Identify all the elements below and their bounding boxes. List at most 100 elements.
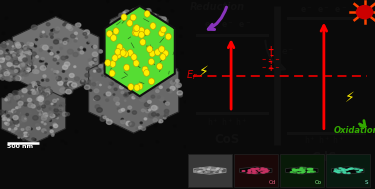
Circle shape <box>14 49 17 51</box>
Circle shape <box>123 48 126 51</box>
Circle shape <box>7 62 12 67</box>
Circle shape <box>48 112 53 115</box>
Circle shape <box>32 83 37 87</box>
Circle shape <box>3 118 5 120</box>
Circle shape <box>51 36 53 38</box>
Circle shape <box>262 172 265 173</box>
Circle shape <box>23 102 28 106</box>
Circle shape <box>23 132 29 137</box>
Circle shape <box>128 52 130 54</box>
Circle shape <box>29 62 33 65</box>
Circle shape <box>54 124 58 128</box>
Circle shape <box>337 172 340 173</box>
Circle shape <box>27 133 31 136</box>
Circle shape <box>148 43 153 47</box>
Circle shape <box>157 33 162 37</box>
Circle shape <box>17 99 21 103</box>
Circle shape <box>30 128 32 130</box>
Circle shape <box>44 94 47 97</box>
Circle shape <box>106 119 109 121</box>
Circle shape <box>118 110 122 113</box>
Circle shape <box>40 66 46 70</box>
Circle shape <box>120 48 126 54</box>
Circle shape <box>359 170 362 171</box>
Circle shape <box>309 168 312 169</box>
Circle shape <box>293 170 296 171</box>
Circle shape <box>300 167 303 168</box>
Circle shape <box>106 120 112 124</box>
Circle shape <box>130 50 132 52</box>
Circle shape <box>348 169 351 170</box>
Circle shape <box>9 51 14 56</box>
Circle shape <box>41 60 44 62</box>
Circle shape <box>165 103 168 105</box>
Circle shape <box>146 9 151 13</box>
Circle shape <box>86 82 91 86</box>
Circle shape <box>11 52 15 55</box>
Circle shape <box>16 76 21 80</box>
Circle shape <box>111 71 115 75</box>
Circle shape <box>123 33 125 34</box>
Circle shape <box>143 67 148 71</box>
Circle shape <box>8 77 13 81</box>
Circle shape <box>24 48 26 50</box>
Circle shape <box>144 24 148 28</box>
Circle shape <box>154 57 156 58</box>
Circle shape <box>160 30 166 34</box>
Circle shape <box>75 38 77 40</box>
Circle shape <box>343 172 346 173</box>
Circle shape <box>28 86 32 89</box>
Circle shape <box>51 113 57 118</box>
Circle shape <box>133 30 139 35</box>
Circle shape <box>136 49 140 51</box>
Circle shape <box>49 108 51 109</box>
Circle shape <box>156 141 158 143</box>
Circle shape <box>110 61 116 67</box>
Circle shape <box>105 62 110 66</box>
Circle shape <box>124 27 128 29</box>
Circle shape <box>15 43 20 46</box>
Circle shape <box>3 58 4 59</box>
Circle shape <box>128 106 132 109</box>
Circle shape <box>258 170 261 171</box>
Circle shape <box>144 103 149 107</box>
Circle shape <box>34 139 36 140</box>
Circle shape <box>28 131 32 133</box>
Circle shape <box>152 22 154 24</box>
Circle shape <box>37 127 40 130</box>
Circle shape <box>159 86 162 88</box>
Circle shape <box>133 60 139 67</box>
Circle shape <box>94 59 97 60</box>
Circle shape <box>109 70 115 77</box>
Circle shape <box>4 111 7 113</box>
Circle shape <box>74 32 77 35</box>
Circle shape <box>44 66 46 68</box>
Circle shape <box>141 82 146 86</box>
Circle shape <box>40 36 42 37</box>
Circle shape <box>25 118 26 119</box>
Circle shape <box>120 19 124 24</box>
Circle shape <box>69 83 74 87</box>
Circle shape <box>122 19 123 21</box>
Circle shape <box>31 66 34 69</box>
Circle shape <box>9 53 13 57</box>
Circle shape <box>98 50 102 53</box>
Text: ⚡: ⚡ <box>199 66 208 80</box>
Circle shape <box>31 82 36 86</box>
Circle shape <box>51 30 53 31</box>
Circle shape <box>54 116 57 118</box>
Circle shape <box>165 112 168 116</box>
Circle shape <box>101 115 105 118</box>
Circle shape <box>62 112 67 116</box>
Circle shape <box>122 68 124 70</box>
Circle shape <box>148 42 150 44</box>
Circle shape <box>217 168 219 169</box>
Circle shape <box>15 43 17 45</box>
Circle shape <box>110 22 113 24</box>
Circle shape <box>150 33 152 34</box>
Circle shape <box>66 89 71 94</box>
Circle shape <box>60 88 66 93</box>
Circle shape <box>164 101 166 103</box>
Circle shape <box>13 55 15 57</box>
Circle shape <box>30 43 33 46</box>
